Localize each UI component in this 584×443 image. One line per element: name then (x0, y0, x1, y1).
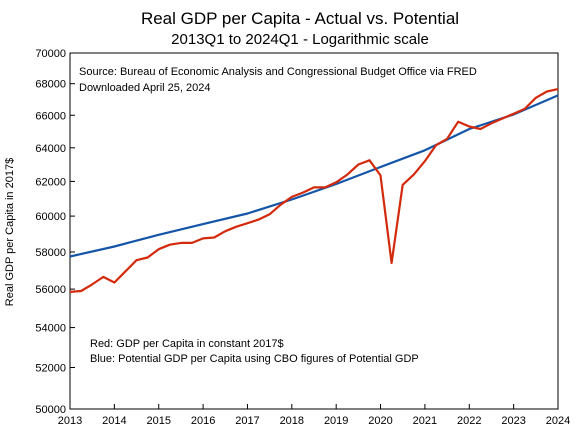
series-line-potential (69, 94, 559, 258)
x-tick-label: 2022 (457, 415, 481, 427)
y-tick-label: 60000 (35, 211, 66, 223)
y-tick-label: 50000 (35, 404, 66, 416)
x-axis: 2013 2014 2015 2016 2017 2018 2019 2020 2021 2022… (58, 404, 570, 427)
chart-subtitle: 2013Q1 to 2024Q1 - Logarithmic scale (171, 31, 429, 48)
x-tick-label: 2015 (146, 415, 170, 427)
y-tick-label: 70000 (35, 48, 66, 60)
x-tick-label: 2019 (324, 415, 348, 427)
x-tick-label: 2021 (413, 415, 437, 427)
x-tick-label: 2014 (102, 415, 126, 427)
series-line-actual (69, 88, 559, 293)
y-tick-label: 68000 (35, 79, 66, 91)
y-tick-label: 66000 (35, 110, 66, 122)
x-tick-label: 2023 (501, 415, 525, 427)
source-note-line2: Downloaded April 25, 2024 (79, 82, 210, 94)
y-tick-label: 62000 (35, 176, 66, 188)
legend-note-blue: Blue: Potential GDP per Capita using CBO… (90, 353, 419, 365)
source-note-line1: Source: Bureau of Economic Analysis and … (79, 66, 477, 78)
x-tick-label: 2024 (546, 415, 570, 427)
y-tick-label: 52000 (35, 363, 66, 375)
y-tick-label: 56000 (35, 284, 66, 296)
x-tick-label: 2016 (191, 415, 215, 427)
y-tick-label: 58000 (35, 247, 66, 259)
y-axis: 50000 52000 54000 56000 58000 60000 62000 64000… (35, 48, 75, 416)
y-tick-label: 64000 (35, 143, 66, 155)
y-axis-label: Real GDP per Capita in 2017$ (4, 158, 16, 306)
x-tick-label: 2013 (58, 415, 82, 427)
plot-frame (69, 52, 559, 410)
chart-title: Real GDP per Capita - Actual vs. Potenti… (141, 9, 459, 28)
x-tick-label: 2020 (368, 415, 392, 427)
x-tick-label: 2017 (235, 415, 259, 427)
legend-note-red: Red: GDP per Capita in constant 2017$ (90, 338, 284, 350)
x-tick-label: 2018 (280, 415, 304, 427)
y-tick-label: 54000 (35, 323, 66, 335)
